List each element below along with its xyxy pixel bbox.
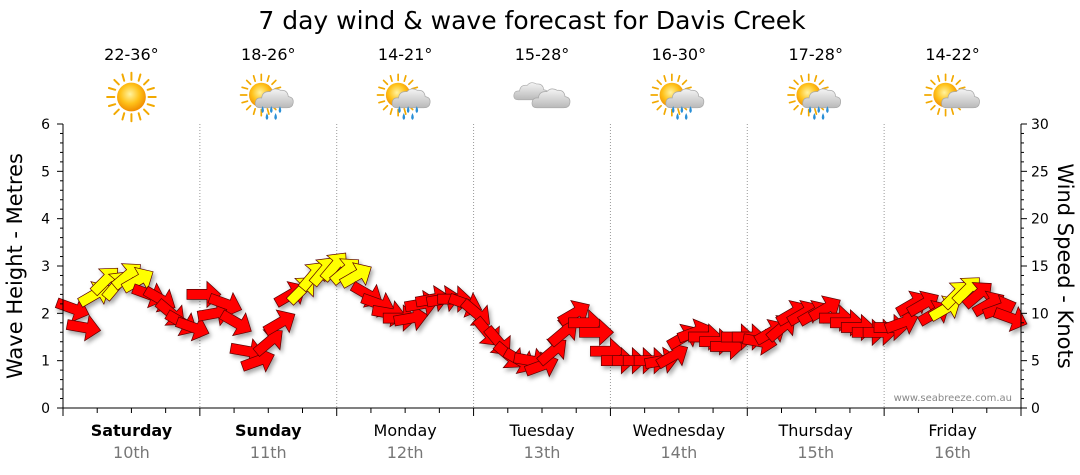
wind-arrow <box>992 306 1028 332</box>
wind-arrow <box>536 338 567 367</box>
y-right-tick-label: 30 <box>1031 117 1049 133</box>
wind-arrow <box>786 300 819 327</box>
y-axis-right-title: Wind Speed - Knots <box>1053 163 1077 368</box>
day-date-label: 13th <box>524 443 561 462</box>
axes: 0 1 2 3 4 5 6 0 5 10 15 20 25 30 <box>41 117 1049 417</box>
y-left-tick-label: 0 <box>41 401 50 417</box>
temperature-range-label: 22-36° <box>104 45 159 64</box>
temperature-range-label: 18-26° <box>241 45 296 64</box>
wind-arrow <box>895 290 928 318</box>
credit-text: www.seabreeze.com.au <box>894 393 1012 404</box>
temperature-range-label: 14-22° <box>925 45 980 64</box>
wind-arrow <box>65 314 102 342</box>
wind-arrows-series <box>54 252 1028 378</box>
y-right-tick-label: 0 <box>1031 401 1040 417</box>
wind-arrow <box>338 262 372 289</box>
wind-arrow <box>252 329 283 357</box>
day-labels: Saturday 10th Sunday 11th Monday 12th Tuesday 1… <box>91 421 977 462</box>
sun-showers-icon <box>787 73 842 120</box>
y-right-tick-label: 20 <box>1031 212 1049 228</box>
temperature-range-label: 15-28° <box>515 45 570 64</box>
y-right-tick-label: 25 <box>1031 164 1049 180</box>
sun-showers-icon <box>239 73 294 120</box>
day-date-label: 12th <box>387 443 424 462</box>
sun-glyph <box>106 71 157 123</box>
day-name-label: Friday <box>928 421 977 440</box>
day-name-label: Monday <box>374 421 437 440</box>
y-right-tick-label: 15 <box>1031 259 1049 275</box>
wind-arrow <box>262 309 296 337</box>
day-name-label: Thursday <box>778 421 853 440</box>
y-left-tick-label: 2 <box>41 306 50 322</box>
cloudy-icon <box>513 82 571 109</box>
day-date-label: 15th <box>797 443 834 462</box>
day-date-label: 11th <box>250 443 287 462</box>
day-date-label: 16th <box>934 443 971 462</box>
day-name-label: Sunday <box>235 421 302 440</box>
y-left-tick-label: 1 <box>41 354 50 370</box>
y-left-tick-label: 4 <box>41 212 50 228</box>
temperature-range-label: 17-28° <box>788 45 843 64</box>
temperature-range-label: 14-21° <box>378 45 433 64</box>
sunny-icon <box>106 71 157 123</box>
y-right-tick-label: 10 <box>1031 306 1049 322</box>
chart-title: 7 day wind & wave forecast for Davis Cre… <box>258 6 806 35</box>
y-right-tick-label: 5 <box>1031 354 1040 370</box>
day-date-label: 14th <box>660 443 697 462</box>
y-left-tick-label: 6 <box>41 117 50 133</box>
partly-cloudy-icon <box>924 73 980 117</box>
temperature-range-label: 16-30° <box>652 45 707 64</box>
sun-showers-icon <box>376 73 431 120</box>
y-left-tick-label: 5 <box>41 164 50 180</box>
wind-arrow <box>218 309 252 337</box>
day-name-label: Wednesday <box>633 421 726 440</box>
wind-arrow <box>579 318 615 347</box>
day-name-label: Saturday <box>91 421 173 440</box>
sun-showers-icon <box>650 73 705 120</box>
y-axis-left-title: Wave Height - Metres <box>3 153 27 379</box>
weather-row: 22-36° 18-26° 14-21° 15-28° 16-30° 17-28° 14-2… <box>104 45 980 123</box>
day-name-label: Tuesday <box>508 421 574 440</box>
day-date-label: 10th <box>113 443 150 462</box>
y-left-tick-label: 3 <box>41 259 50 275</box>
